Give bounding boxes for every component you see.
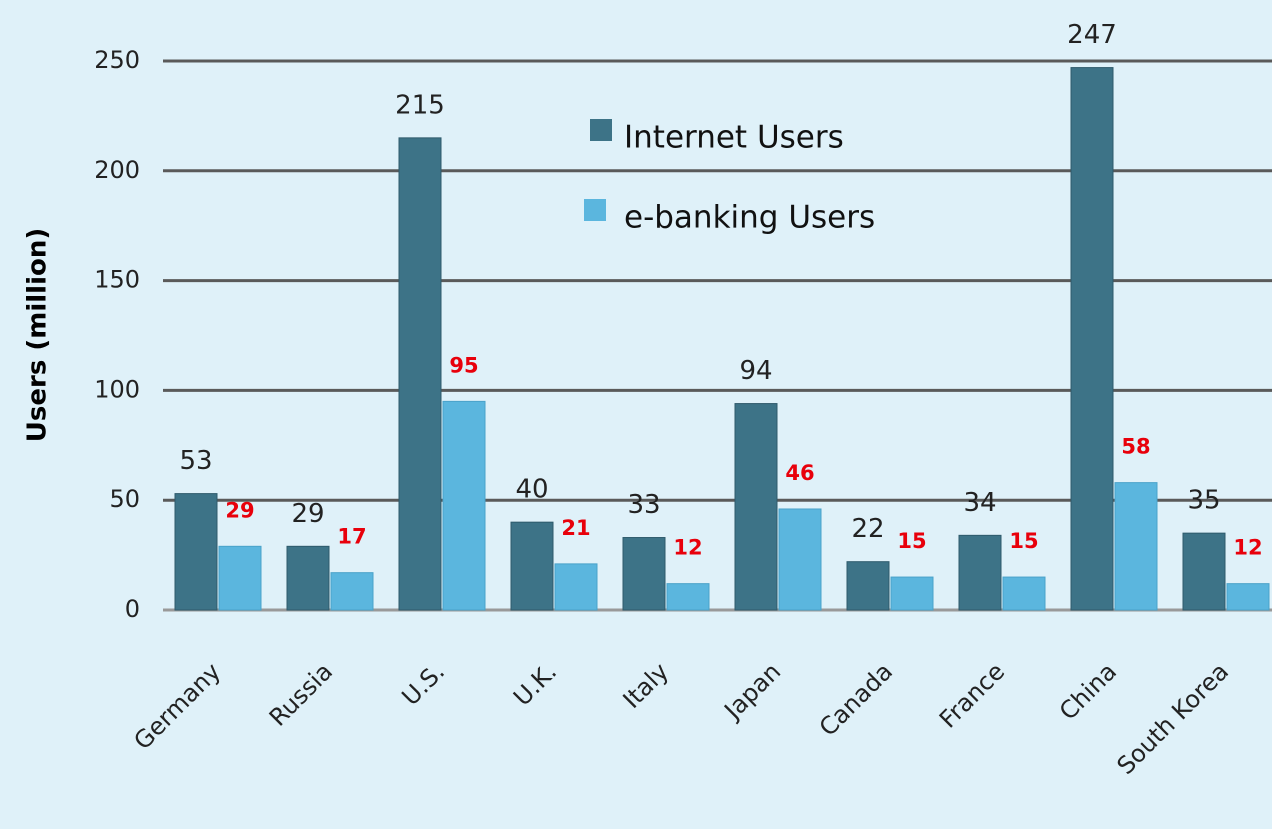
bar — [1002, 576, 1046, 611]
value-label: 12 — [1233, 536, 1262, 560]
bar — [846, 561, 890, 611]
value-label: 17 — [337, 525, 366, 549]
bar — [442, 400, 486, 611]
value-label: 21 — [561, 516, 590, 540]
legend-label: e-banking Users — [624, 200, 875, 236]
y-tick-label: 50 — [109, 485, 140, 513]
value-label: 22 — [851, 514, 884, 544]
bar — [510, 521, 554, 611]
bar — [1182, 532, 1226, 611]
value-label: 53 — [179, 446, 212, 476]
bar — [286, 545, 330, 611]
bar — [1114, 482, 1158, 611]
bar — [666, 583, 710, 611]
value-label: 29 — [225, 498, 254, 522]
y-tick-label: 200 — [94, 156, 140, 184]
legend-swatch — [590, 119, 612, 141]
bar — [398, 137, 442, 611]
bar — [174, 493, 218, 611]
value-label: 29 — [291, 499, 324, 529]
bar — [958, 534, 1002, 611]
y-tick-label: 250 — [94, 46, 140, 74]
y-tick-label: 0 — [125, 595, 140, 623]
value-label: 46 — [785, 461, 814, 485]
value-label: 15 — [897, 529, 926, 553]
y-tick-label: 100 — [94, 375, 140, 403]
bar — [890, 576, 934, 611]
y-tick-label: 150 — [94, 266, 140, 294]
y-axis-label: Users (million) — [23, 228, 53, 442]
bar — [330, 572, 374, 611]
bar — [218, 545, 262, 611]
value-label: 12 — [673, 536, 702, 560]
value-label: 33 — [627, 490, 660, 520]
legend-swatch — [584, 199, 606, 221]
value-label: 15 — [1009, 529, 1038, 553]
value-label: 215 — [395, 90, 445, 120]
bar — [778, 508, 822, 611]
value-label: 94 — [739, 356, 772, 386]
bar — [622, 537, 666, 611]
bar — [1226, 583, 1270, 611]
value-label: 34 — [963, 488, 996, 518]
value-label: 95 — [449, 353, 478, 377]
value-label: 247 — [1067, 20, 1117, 50]
value-label: 35 — [1187, 486, 1220, 516]
value-label: 40 — [515, 475, 548, 505]
value-label: 58 — [1121, 435, 1150, 459]
bar — [734, 403, 778, 611]
bar — [1070, 67, 1114, 611]
bar — [554, 563, 598, 611]
legend-label: Internet Users — [624, 120, 844, 156]
